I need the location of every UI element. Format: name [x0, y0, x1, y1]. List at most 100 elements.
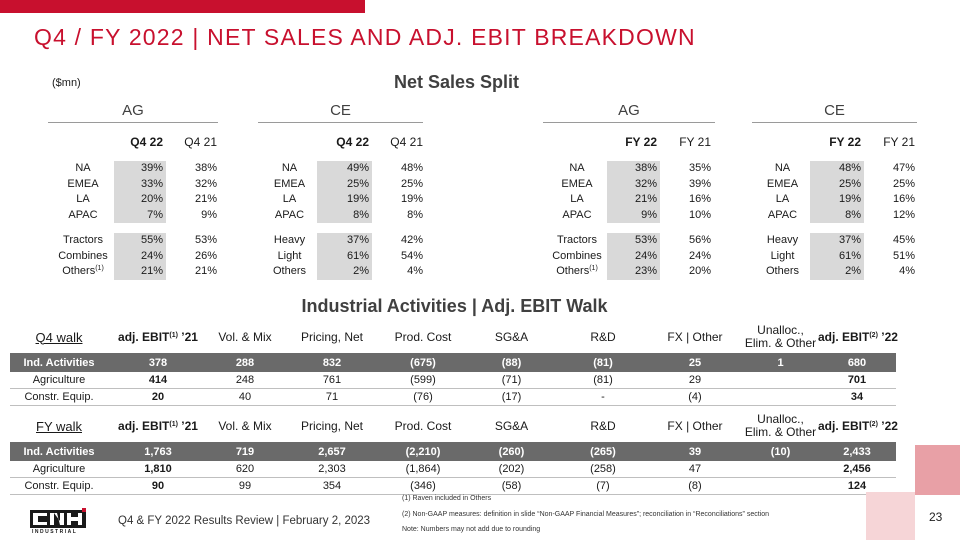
value-cell: (17)	[464, 388, 559, 406]
column-header-vol-mix: Vol. & Mix	[218, 418, 272, 433]
ebit-walk-q4: Q4 walk adj. EBIT(1) ’21 Vol. & Mix Pricing…	[10, 322, 898, 406]
prior-value: 10%	[688, 208, 711, 221]
ind-activities-row: Ind. Activities 378 288 832 (675) (88) (81) 25 1…	[10, 352, 896, 372]
product-label: Heavy	[262, 233, 317, 249]
current-value: 23%	[607, 264, 660, 280]
prior-value: 16%	[892, 193, 915, 205]
row-label: Constr. Equip.	[10, 477, 108, 495]
region-label: APAC	[767, 208, 798, 221]
column-header-prior: Q4 21	[390, 135, 423, 150]
footnote: (2) Non-GAAP measures: definition in sli…	[402, 511, 770, 518]
column-header-unalloc: Unalloc., Elim. & Other	[743, 322, 818, 353]
value-cell: 29	[647, 372, 743, 389]
prior-value: 38%	[194, 162, 217, 174]
region-label: APAC	[562, 208, 592, 221]
header-text: ’22	[877, 329, 898, 344]
value-cell: 20	[108, 388, 208, 406]
value-cell: 1,763	[108, 441, 208, 461]
prior-value: 26%	[194, 249, 217, 262]
product-label: Others(1)	[547, 264, 607, 280]
value-cell: -	[559, 388, 647, 406]
value-cell: 680	[818, 352, 896, 372]
footnote-ref: (2)	[869, 331, 878, 339]
value-cell: 719	[208, 441, 282, 461]
prior-value: 42%	[400, 234, 423, 246]
footnote: Note: Numbers may not add due to roundin…	[402, 526, 541, 533]
cnh-industrial-logo: INDUSTRIAL	[30, 508, 88, 538]
value-cell: 2,657	[282, 441, 382, 461]
product-label: Tractors	[52, 233, 114, 249]
value-cell: (346)	[382, 477, 464, 495]
value-cell: 761	[282, 372, 382, 389]
column-header-sga: SG&A	[494, 329, 529, 344]
column-header-start-ebit: adj. EBIT(1) ’21	[108, 322, 208, 353]
row-label: Agriculture	[10, 372, 108, 389]
region-row: LA 19% 16%	[755, 192, 918, 208]
region-row: EMEA 32% 39%	[547, 176, 714, 192]
header-text: Elim. & Other	[744, 425, 817, 439]
column-header-prod-cost: Prod. Cost	[394, 329, 452, 344]
region-label: LA	[570, 193, 584, 205]
prior-value: 53%	[194, 234, 217, 246]
current-value: 7%	[114, 207, 166, 223]
footnote: (1) Raven included in Others	[402, 495, 492, 502]
header-text: Elim. & Other	[744, 336, 817, 350]
value-cell: 248	[208, 372, 282, 389]
value-cell: 832	[282, 352, 382, 372]
value-cell: (10)	[743, 441, 818, 461]
region-row: NA 39% 38%	[52, 161, 220, 177]
region-row: APAC 7% 9%	[52, 207, 220, 223]
region-label: EMEA	[67, 177, 99, 190]
column-header-unalloc: Unalloc., Elim. & Other	[743, 411, 818, 442]
value-cell: 34	[818, 388, 896, 406]
value-cell: (265)	[559, 441, 647, 461]
column-header-rnd: R&D	[590, 329, 616, 344]
current-value: 33%	[114, 176, 166, 192]
value-cell: (58)	[464, 477, 559, 495]
current-value: 19%	[810, 192, 864, 208]
region-label: LA	[76, 193, 90, 205]
current-value: 8%	[317, 207, 372, 223]
header-text: ’21	[177, 329, 198, 344]
decorative-square	[866, 492, 915, 540]
product-name: Others	[556, 265, 590, 277]
region-row: EMEA 25% 25%	[262, 176, 426, 192]
current-value: 61%	[810, 248, 864, 264]
region-label: APAC	[274, 208, 305, 221]
product-name: Tractors	[557, 234, 597, 246]
product-row: Others 2% 4%	[755, 264, 918, 280]
column-header-fx: FX | Other	[667, 418, 723, 433]
column-header-vol-mix: Vol. & Mix	[218, 329, 272, 344]
region-label: NA	[569, 162, 585, 174]
product-name: Others	[765, 265, 799, 277]
header-text: adj. EBIT	[118, 418, 170, 433]
value-cell	[743, 461, 818, 478]
product-label: Heavy	[755, 233, 810, 249]
product-label: Combines	[52, 249, 114, 265]
value-cell	[743, 372, 818, 389]
value-cell: (88)	[464, 352, 559, 372]
prior-value: 54%	[400, 249, 423, 262]
current-value: 39%	[114, 161, 166, 177]
product-name: Heavy	[766, 234, 799, 246]
region-label: NA	[281, 162, 298, 174]
product-row: Others(1) 21% 21%	[52, 264, 220, 280]
value-cell: (81)	[559, 372, 647, 389]
prior-value: 45%	[892, 234, 915, 246]
product-row: Others(1) 23% 20%	[547, 264, 714, 280]
group-header: CE	[258, 101, 423, 123]
product-label: Light	[755, 249, 810, 265]
current-value: 8%	[810, 207, 864, 223]
segment-row: Agriculture 414 248 761 (599) (71) (81) 29 701	[10, 372, 896, 389]
prior-value: 47%	[892, 162, 915, 174]
header-text: adj. EBIT	[118, 329, 170, 344]
current-value: 49%	[317, 161, 372, 177]
product-name: Combines	[552, 249, 602, 262]
product-row: Heavy 37% 45%	[755, 233, 918, 249]
prior-value: 8%	[407, 208, 423, 221]
prior-value: 4%	[899, 265, 915, 277]
header-text: adj. EBIT	[818, 329, 870, 344]
column-header-end-ebit: adj. EBIT(2) ’22	[818, 411, 898, 442]
prior-value: 25%	[400, 177, 423, 190]
column-header-pricing: Pricing, Net	[300, 329, 364, 344]
